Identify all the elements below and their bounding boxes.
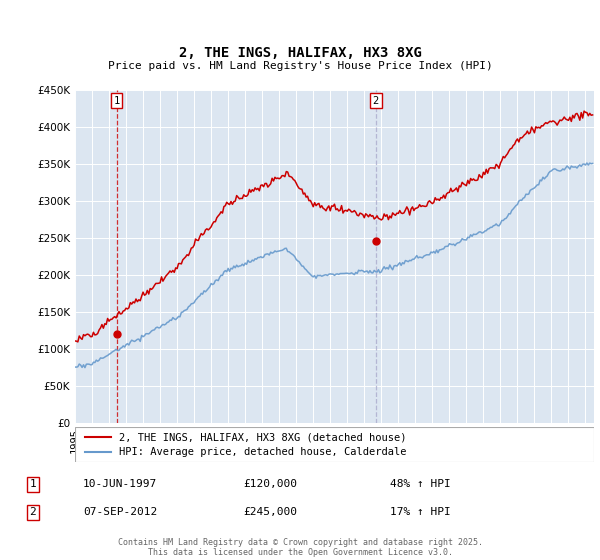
Text: 07-SEP-2012: 07-SEP-2012 — [83, 507, 157, 517]
Text: HPI: Average price, detached house, Calderdale: HPI: Average price, detached house, Cald… — [119, 447, 407, 458]
Text: Contains HM Land Registry data © Crown copyright and database right 2025.
This d: Contains HM Land Registry data © Crown c… — [118, 538, 482, 557]
Text: Price paid vs. HM Land Registry's House Price Index (HPI): Price paid vs. HM Land Registry's House … — [107, 61, 493, 71]
Text: 17% ↑ HPI: 17% ↑ HPI — [389, 507, 451, 517]
Text: 2: 2 — [29, 507, 37, 517]
Text: 2, THE INGS, HALIFAX, HX3 8XG (detached house): 2, THE INGS, HALIFAX, HX3 8XG (detached … — [119, 432, 407, 442]
Text: 2, THE INGS, HALIFAX, HX3 8XG: 2, THE INGS, HALIFAX, HX3 8XG — [179, 46, 421, 60]
Text: 10-JUN-1997: 10-JUN-1997 — [83, 479, 157, 489]
Text: 1: 1 — [29, 479, 37, 489]
Text: £120,000: £120,000 — [243, 479, 297, 489]
FancyBboxPatch shape — [75, 427, 594, 462]
Text: 48% ↑ HPI: 48% ↑ HPI — [389, 479, 451, 489]
Text: 2: 2 — [373, 96, 379, 106]
Text: £245,000: £245,000 — [243, 507, 297, 517]
Text: 1: 1 — [113, 96, 119, 106]
